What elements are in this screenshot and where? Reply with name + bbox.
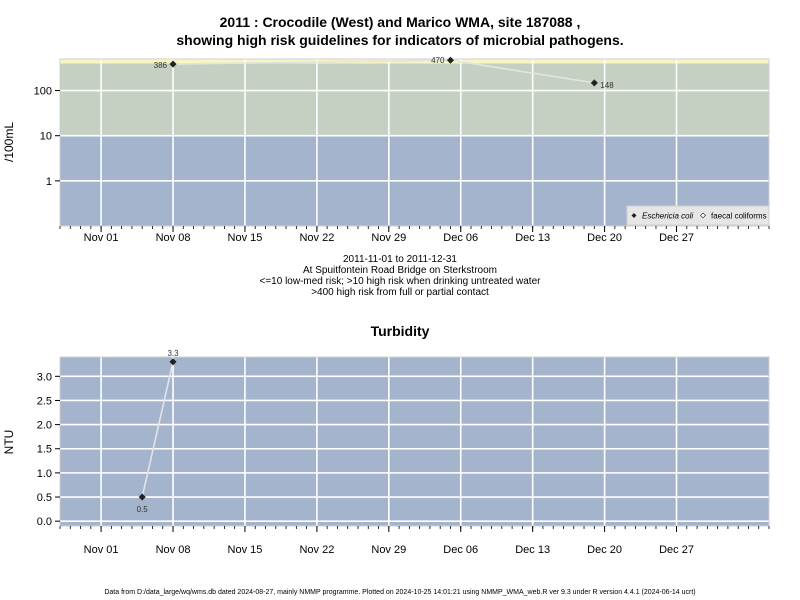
legend-marker-open-diamond (700, 212, 706, 219)
x-tick-label: Dec 20 (587, 232, 622, 244)
x-tick-label: Dec 27 (659, 544, 694, 556)
y-tick-label: 100 (34, 86, 52, 98)
y-tick-label: 1.0 (37, 468, 52, 480)
y-tick-label: 0.5 (37, 492, 52, 504)
x-tick-label: Dec 13 (515, 232, 550, 244)
y-tick-label: 2.0 (37, 420, 52, 432)
x-tick-label: Nov 29 (371, 544, 406, 556)
chart-title-line-2: showing high risk guidelines for indicat… (176, 32, 624, 48)
legend-entry-label: Eschericia coli (642, 212, 693, 221)
x-tick-label: Nov 22 (299, 544, 334, 556)
y-tick-label: 2.5 (37, 395, 52, 407)
legend-box (626, 205, 770, 226)
x-tick-label: Dec 27 (659, 232, 694, 244)
data-point (446, 56, 455, 64)
data-point (169, 60, 177, 68)
caption-contact-risk: >400 high risk from full or partial cont… (311, 287, 489, 298)
x-tick-label: Dec 06 (443, 544, 478, 556)
x-tick-label: Nov 29 (371, 232, 406, 244)
x-tick-label: Nov 15 (228, 232, 263, 244)
footer-note: Data from D:/data_large/wq/wms.db dated … (104, 589, 696, 596)
x-tick-label: Nov 01 (84, 232, 119, 244)
x-tick-label: Nov 08 (156, 544, 191, 556)
x-tick-label: Dec 13 (515, 544, 550, 556)
plot-frame (59, 356, 770, 527)
caption-date-range: 2011-11-01 to 2011-12-31 (343, 254, 457, 265)
chart-title-line-1: 2011 : Crocodile (West) and Marico WMA, … (219, 14, 581, 30)
x-tick-label: Nov 01 (84, 544, 119, 556)
plot-frame (59, 58, 770, 227)
data-point (590, 79, 598, 87)
data-label: 148 (600, 81, 614, 90)
y-tick-label: 1 (46, 176, 52, 188)
data-label: 470 (431, 56, 445, 65)
data-point (138, 493, 146, 501)
legend-marker-filled-diamond (631, 213, 637, 218)
y-tick-label: 0.0 (37, 516, 52, 528)
series-line (141, 361, 174, 498)
data-label: 386 (154, 61, 168, 70)
y-axis-label: /100mL (2, 122, 16, 162)
y-axis-label: NTU (2, 430, 16, 455)
caption-site: At Spuitfontein Road Bridge on Sterkstro… (303, 265, 497, 276)
plot-background (60, 357, 769, 526)
x-tick-label: Dec 06 (443, 232, 478, 244)
data-label: 0.5 (137, 505, 149, 514)
y-tick-label: 1.5 (37, 444, 52, 456)
x-tick-label: Nov 08 (156, 232, 191, 244)
turbidity-title: Turbidity (370, 323, 430, 339)
legend-entry-label: faecal coliforms (711, 212, 767, 221)
x-tick-label: Nov 15 (228, 544, 263, 556)
y-tick-label: 10 (40, 131, 52, 143)
x-tick-label: Dec 20 (587, 544, 622, 556)
data-point (169, 358, 177, 366)
data-label: 3.3 (167, 349, 179, 358)
y-tick-label: 3.0 (37, 371, 52, 383)
risk-band-1 (60, 63, 769, 136)
x-tick-label: Nov 22 (299, 232, 334, 244)
caption-drinking-risk: <=10 low-med risk; >10 high risk when dr… (259, 276, 541, 287)
